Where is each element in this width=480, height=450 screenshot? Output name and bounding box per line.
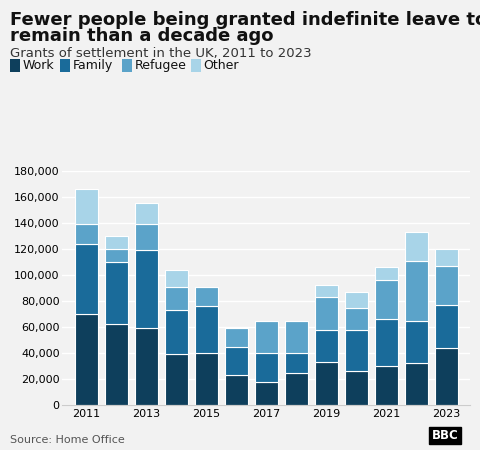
Bar (345, 292, 368, 307)
Bar (75, 244, 97, 314)
Bar (105, 249, 128, 262)
Bar (435, 249, 457, 266)
Bar (255, 382, 277, 405)
Bar (225, 375, 248, 405)
Bar (255, 320, 277, 353)
Bar (195, 353, 217, 405)
Bar (435, 266, 457, 305)
Bar (165, 287, 188, 310)
Bar (105, 236, 128, 249)
Bar (315, 297, 337, 329)
Bar (345, 307, 368, 329)
Text: Work: Work (23, 59, 54, 72)
Bar (405, 320, 428, 364)
Text: Other: Other (204, 59, 239, 72)
Bar (255, 353, 277, 382)
Text: Grants of settlement in the UK, 2011 to 2023: Grants of settlement in the UK, 2011 to … (10, 47, 311, 60)
Bar (405, 232, 428, 261)
Bar (285, 353, 308, 373)
Bar (405, 261, 428, 320)
Bar (225, 328, 248, 346)
Bar (165, 310, 188, 354)
Bar (375, 267, 397, 280)
Bar (135, 203, 157, 224)
Bar (315, 285, 337, 297)
Bar (285, 373, 308, 405)
Bar (195, 306, 217, 353)
Bar (315, 329, 337, 362)
Text: remain than a decade ago: remain than a decade ago (10, 27, 273, 45)
Text: Fewer people being granted indefinite leave to: Fewer people being granted indefinite le… (10, 11, 480, 29)
Bar (135, 328, 157, 405)
Bar (375, 280, 397, 319)
Bar (405, 364, 428, 405)
Bar (375, 319, 397, 366)
Text: Family: Family (72, 59, 113, 72)
Bar (375, 366, 397, 405)
Bar (75, 224, 97, 244)
Bar (315, 362, 337, 405)
Bar (75, 314, 97, 405)
Bar (345, 329, 368, 371)
Text: Source: Home Office: Source: Home Office (10, 435, 124, 445)
Bar (105, 324, 128, 405)
Bar (345, 371, 368, 405)
Bar (135, 224, 157, 250)
Bar (165, 270, 188, 287)
Text: Refugee: Refugee (135, 59, 187, 72)
Bar (165, 354, 188, 405)
Bar (105, 262, 128, 324)
Bar (435, 348, 457, 405)
Bar (285, 320, 308, 353)
Bar (195, 287, 217, 306)
Bar (225, 346, 248, 375)
Bar (435, 305, 457, 348)
Bar (135, 250, 157, 328)
Bar (75, 189, 97, 224)
Text: BBC: BBC (432, 429, 458, 442)
